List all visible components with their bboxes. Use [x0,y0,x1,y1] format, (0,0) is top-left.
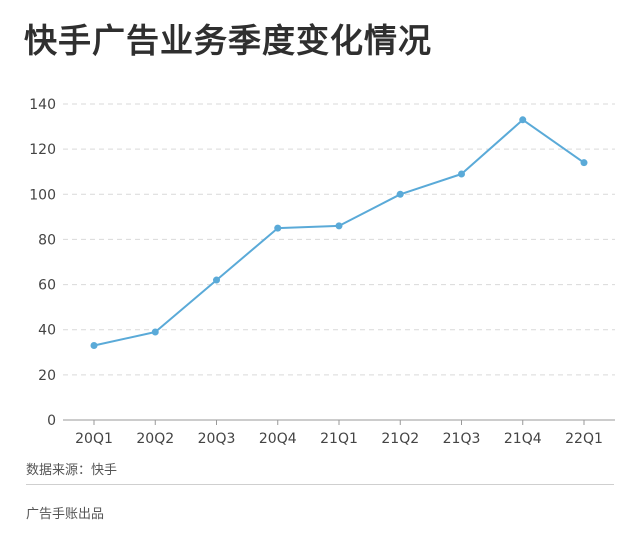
y-tick-label: 140 [29,97,56,113]
credit-text: 广告手账出品 [26,507,105,522]
x-tick-label: 20Q1 [75,431,113,447]
source-note: 数据来源：快手 [26,463,118,478]
data-point-21q4 [519,116,527,124]
x-tick-label: 21Q2 [381,431,419,447]
y-tick-label: 40 [38,323,56,339]
data-point-21q3 [458,170,465,178]
data-point-20q3 [213,276,220,284]
x-ticks [93,420,585,425]
series-points [90,116,588,350]
y-tick-label: 20 [38,368,56,384]
x-tick-label: 20Q4 [259,431,297,447]
y-tick-label: 60 [38,278,56,294]
y-tick-label: 100 [29,187,56,203]
y-tick-label: 120 [29,142,56,158]
data-point-21q1 [335,222,343,230]
x-tick-label: 21Q4 [504,431,542,447]
data-point-20q2 [151,328,159,336]
data-point-20q4 [274,224,282,232]
x-tick-label: 22Q1 [565,431,603,447]
x-tick-label: 21Q1 [320,431,358,447]
data-point-20q1 [90,342,98,350]
x-tick-labels: 20Q1 20Q2 20Q3 20Q4 21Q1 21Q2 21Q3 21Q4 22Q1 [75,431,603,447]
x-tick-label: 20Q3 [198,431,236,447]
y-tick-label: 80 [38,232,56,248]
x-tick-label: 20Q2 [136,431,174,447]
y-tick-labels: 0 20 40 60 80 100 120 140 [29,97,56,429]
data-point-22q1 [580,159,588,167]
page-title: 快手广告业务季度变化情况 [24,21,432,60]
y-tick-label: 0 [47,413,56,429]
data-point-21q2 [396,190,404,198]
x-tick-label: 21Q3 [443,431,481,447]
series-line [93,118,585,347]
footer-divider [26,484,614,485]
